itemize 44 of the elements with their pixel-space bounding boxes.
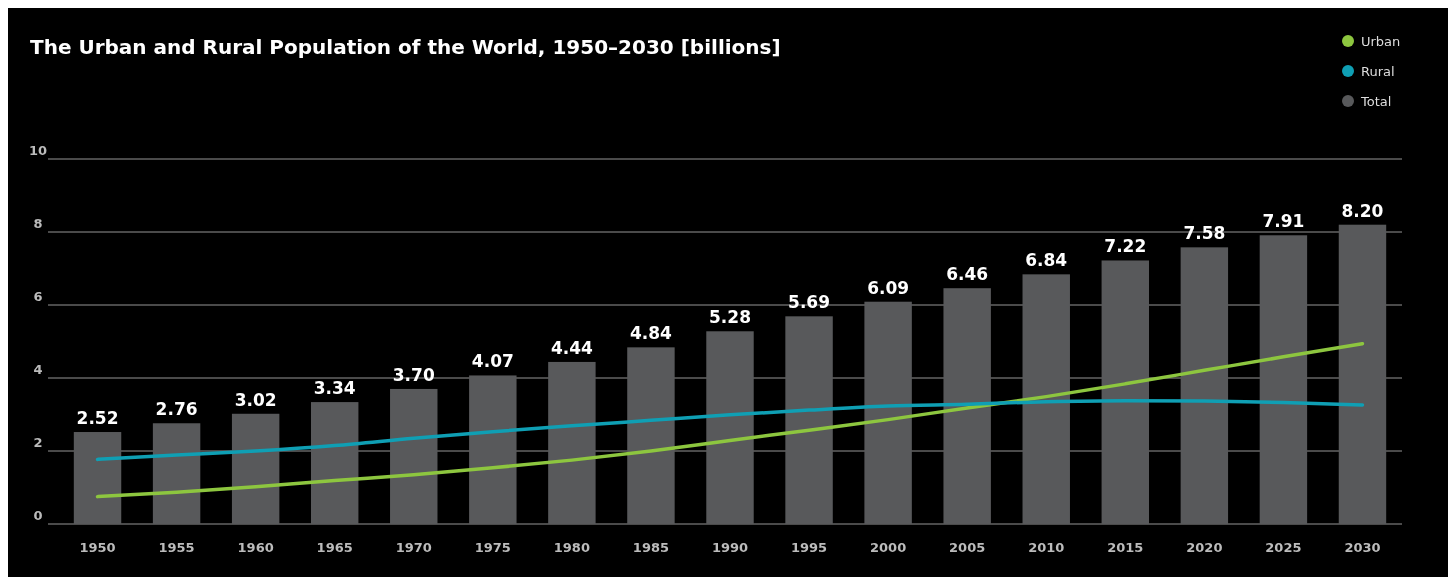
x-tick-label: 1990 bbox=[711, 540, 749, 555]
data-label: 3.70 bbox=[392, 364, 435, 385]
data-label: 5.28 bbox=[709, 307, 751, 328]
x-tick-label: 1965 bbox=[316, 540, 353, 555]
x-tick-label: 2025 bbox=[1265, 540, 1302, 555]
data-label: 7.91 bbox=[1262, 211, 1305, 232]
y-tick-label: 6 bbox=[33, 289, 43, 304]
x-tick-label: 1970 bbox=[395, 540, 432, 555]
data-label: 4.44 bbox=[550, 337, 594, 358]
x-tick-label: 2010 bbox=[1028, 540, 1065, 555]
x-tick-label: 1980 bbox=[553, 540, 590, 555]
data-label: 5.69 bbox=[788, 292, 831, 313]
y-tick-label: 10 bbox=[28, 143, 48, 158]
x-tick-label: 2030 bbox=[1344, 540, 1381, 555]
chart-title: The Urban and Rural Population of the World, 1950–2030 [billions] bbox=[30, 35, 781, 59]
y-tick-label: 8 bbox=[33, 216, 43, 231]
x-tick-label: 1995 bbox=[790, 540, 828, 555]
data-label: 6.46 bbox=[946, 264, 989, 285]
data-label: 6.84 bbox=[1025, 250, 1068, 271]
data-label: 7.22 bbox=[1104, 236, 1147, 257]
y-tick-label: 4 bbox=[33, 362, 43, 377]
legend-label: Urban bbox=[1361, 34, 1401, 49]
x-tick-label: 2000 bbox=[870, 540, 907, 555]
x-tick-label: 1975 bbox=[474, 540, 511, 555]
y-tick-label: 2 bbox=[33, 435, 43, 450]
data-label: 8.20 bbox=[1341, 200, 1384, 221]
data-label: 4.07 bbox=[471, 351, 514, 372]
data-label: 6.09 bbox=[867, 277, 910, 298]
data-label: 7.58 bbox=[1183, 223, 1226, 244]
y-tick-label: 0 bbox=[33, 508, 43, 523]
data-label: 2.52 bbox=[76, 408, 119, 429]
x-tick-label: 1960 bbox=[237, 540, 274, 555]
x-tick-label: 2005 bbox=[949, 540, 986, 555]
x-tick-label: 1950 bbox=[79, 540, 116, 555]
x-tick-label: 2015 bbox=[1107, 540, 1144, 555]
data-label: 3.02 bbox=[234, 389, 277, 410]
x-tick-label: 2020 bbox=[1186, 540, 1223, 555]
x-tick-label: 1955 bbox=[158, 540, 195, 555]
data-label: 2.76 bbox=[155, 399, 198, 420]
data-label: 3.34 bbox=[313, 378, 356, 399]
data-label: 4.84 bbox=[629, 323, 673, 344]
x-tick-label: 1985 bbox=[632, 540, 670, 555]
legend-label: Rural bbox=[1361, 64, 1395, 79]
legend-label: Total bbox=[1360, 94, 1392, 109]
